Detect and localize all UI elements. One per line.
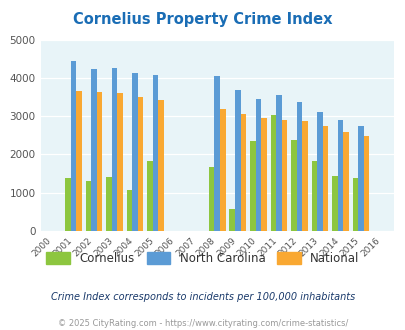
Bar xyxy=(117,93,123,231)
Bar xyxy=(158,100,164,231)
Bar xyxy=(249,141,255,231)
Bar xyxy=(363,136,369,231)
Bar xyxy=(337,120,342,231)
Bar xyxy=(296,102,301,231)
Bar xyxy=(301,121,307,231)
Bar xyxy=(260,118,266,231)
Bar xyxy=(220,109,225,231)
Bar xyxy=(311,161,316,231)
Bar xyxy=(316,112,322,231)
Text: © 2025 CityRating.com - https://www.cityrating.com/crime-statistics/: © 2025 CityRating.com - https://www.city… xyxy=(58,319,347,328)
Bar xyxy=(352,178,357,231)
Bar xyxy=(152,75,158,231)
Bar xyxy=(234,90,240,231)
Bar xyxy=(240,114,245,231)
Bar xyxy=(111,68,117,231)
Bar xyxy=(126,190,132,231)
Bar xyxy=(214,76,220,231)
Bar xyxy=(70,61,76,231)
Bar xyxy=(331,176,337,231)
Bar xyxy=(270,115,275,231)
Bar xyxy=(132,73,138,231)
Bar xyxy=(281,119,286,231)
Bar xyxy=(76,91,81,231)
Legend: Cornelius, North Carolina, National: Cornelius, North Carolina, National xyxy=(42,247,363,270)
Bar xyxy=(96,92,102,231)
Bar xyxy=(342,132,348,231)
Bar xyxy=(85,181,91,231)
Bar xyxy=(209,167,214,231)
Text: Crime Index corresponds to incidents per 100,000 inhabitants: Crime Index corresponds to incidents per… xyxy=(51,292,354,302)
Bar xyxy=(290,140,296,231)
Bar xyxy=(229,209,234,231)
Bar xyxy=(275,95,281,231)
Bar xyxy=(357,126,363,231)
Bar xyxy=(91,69,96,231)
Bar xyxy=(147,161,152,231)
Bar xyxy=(322,126,327,231)
Bar xyxy=(255,99,260,231)
Bar xyxy=(65,178,70,231)
Bar xyxy=(106,178,111,231)
Text: Cornelius Property Crime Index: Cornelius Property Crime Index xyxy=(73,12,332,26)
Bar xyxy=(138,97,143,231)
